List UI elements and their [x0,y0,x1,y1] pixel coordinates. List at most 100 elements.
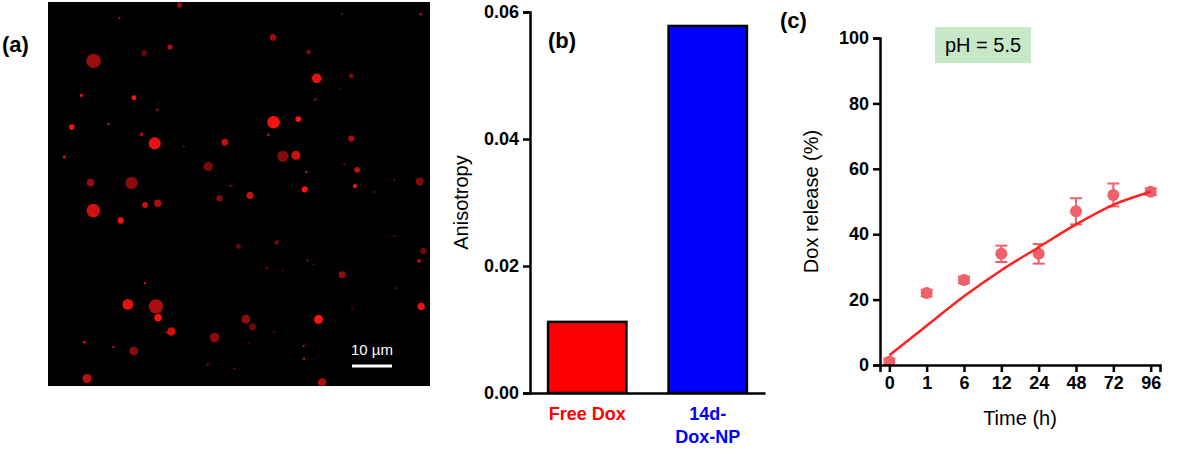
error-cap [995,261,1007,263]
tick-label: 96 [1141,373,1161,393]
tick: 14d-Dox-NP [675,393,740,447]
error-bar [995,246,1007,262]
tick: 0.04 [484,129,530,149]
particle [165,332,167,334]
particle [314,98,317,101]
tick-label: 0.04 [484,129,519,149]
particle [281,270,283,272]
tick-mark [873,37,880,40]
tick-label: 0.00 [484,383,519,403]
tick: 0.02 [484,256,530,276]
tick-label: 60 [849,159,869,179]
tick-label: 1 [922,373,932,393]
tick-label: 6 [959,373,969,393]
tick-label: 0.02 [484,256,519,276]
particles [63,2,427,386]
tick: 20 [849,290,880,310]
data-point [1070,205,1082,217]
x-axis-title: Time (h) [983,407,1057,429]
particle [141,50,147,56]
particle [267,133,270,136]
tick-mark [926,365,929,372]
particle [118,17,120,19]
panel-a: 10 µm [48,2,430,387]
particle [417,259,421,263]
particle [241,315,250,324]
tick-mark [1150,365,1153,372]
tick-label: 80 [849,94,869,114]
particle [154,200,161,207]
tick-label: 40 [849,224,869,244]
tick-label: 14d-Dox-NP [675,404,740,447]
y-axis: 0.00 0.02 0.04 0.06 [484,2,531,403]
particle [341,13,343,15]
figure: 10 µm (a) 0.00 0.02 0.04 0.06 Free Dox14d-Dox-… [0,0,1181,464]
particle [167,327,175,335]
particle [142,202,148,208]
data-point [921,287,933,299]
bar [548,322,626,393]
data-point [958,274,970,286]
tick-label: 0 [859,355,869,375]
data-point [995,248,1007,260]
particle [273,331,275,333]
fit-line [889,192,1150,356]
tick: 24 [1029,365,1049,393]
particle [277,151,288,162]
particle [87,204,101,218]
particle [157,101,159,103]
particle [339,88,341,90]
particle [84,51,86,53]
particle [373,191,375,193]
error-cap [1070,197,1082,199]
particle [291,151,300,160]
image-background [48,2,430,386]
y-axis: 020406080100 [839,28,881,375]
panel-label: (a) [2,32,29,57]
tick-mark [523,392,530,395]
particle [107,123,110,126]
particle [69,124,75,130]
particle [274,240,279,245]
particle [318,378,327,386]
tick-label: 12 [992,373,1012,393]
particle [420,248,426,254]
tick-mark [873,168,880,171]
particle [167,45,172,50]
particle [230,185,232,187]
particle [129,346,138,355]
particle [87,179,95,187]
error-cap [1107,183,1119,185]
tick-mark [873,299,880,302]
bars [548,26,747,393]
particle [305,171,307,173]
error-cap [995,245,1007,247]
tick-mark [523,138,530,141]
particle [354,167,360,173]
particle [312,263,314,265]
y-axis-title: Anisotropy [450,155,472,250]
particle [249,324,256,331]
particle [236,244,241,249]
tick: 1 [922,365,932,393]
error-cap [1033,263,1045,265]
panel-b: 0.00 0.02 0.04 0.06 Free Dox14d-Dox-NP Anisot… [450,2,766,447]
panel-label: (b) [548,28,576,53]
axis-line [531,392,766,395]
tick-label: 0.06 [484,2,519,22]
particle [419,13,422,16]
particle [395,287,397,289]
particle [122,299,133,310]
particle [393,179,395,181]
x-axis: Free Dox14d-Dox-NP [531,393,766,447]
particle [82,374,91,383]
particle [353,184,357,188]
plot-area [883,184,1156,365]
particle [314,315,323,324]
particle [154,314,162,322]
tick: 72 [1104,365,1124,393]
particle [86,54,100,68]
scale-bar-label: 10 µm [351,341,393,358]
particle [83,341,86,344]
tick: 12 [992,365,1012,393]
